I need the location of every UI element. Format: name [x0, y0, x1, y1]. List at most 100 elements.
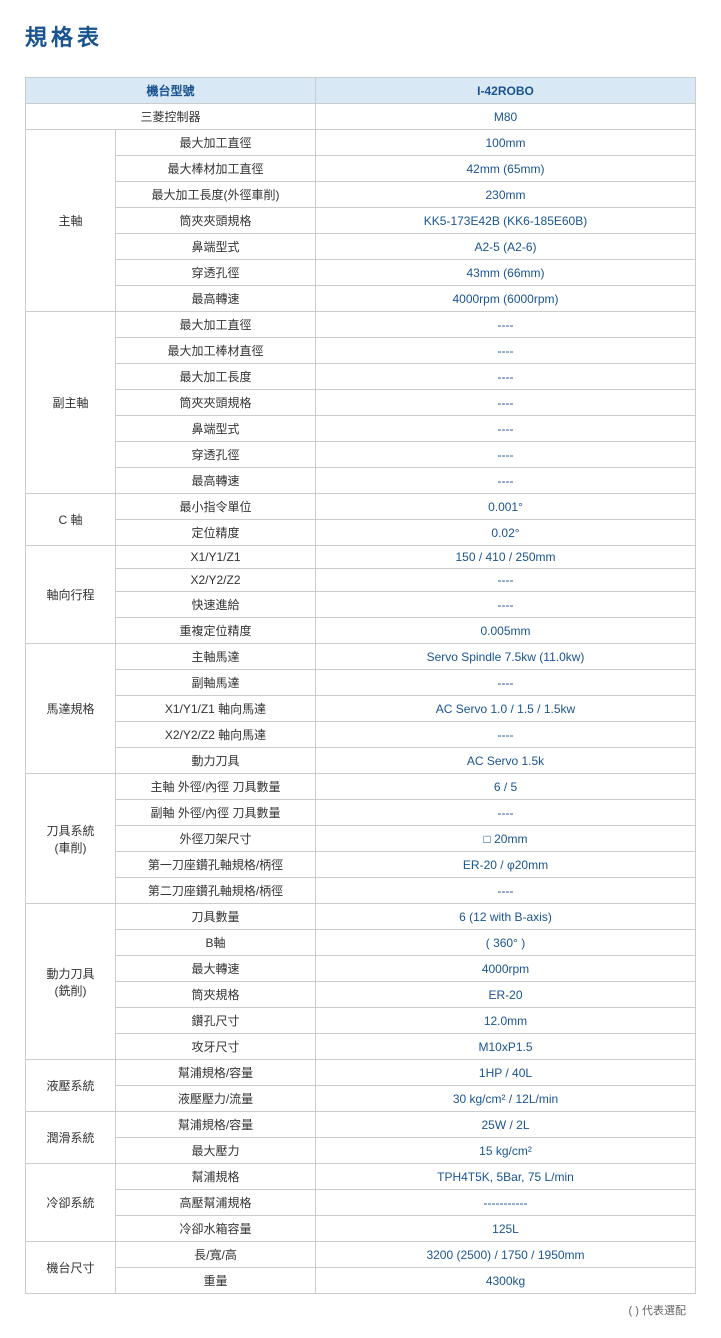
table-row: 鼻端型式A2-5 (A2-6)	[26, 234, 696, 260]
param-cell: 刀具數量	[116, 904, 316, 930]
param-cell: 最大加工長度(外徑車削)	[116, 182, 316, 208]
value-cell: 100mm	[316, 130, 696, 156]
param-cell: 副軸 外徑/內徑 刀具數量	[116, 800, 316, 826]
value-cell: M10xP1.5	[316, 1034, 696, 1060]
page-title: 規格表	[25, 20, 696, 52]
category-cell: C 軸	[26, 494, 116, 546]
param-cell: 幫浦規格/容量	[116, 1112, 316, 1138]
table-row: 筒夾規格ER-20	[26, 982, 696, 1008]
param-cell: 重複定位精度	[116, 618, 316, 644]
value-cell: 15 kg/cm²	[316, 1138, 696, 1164]
table-row: 定位精度0.02°	[26, 520, 696, 546]
table-row: 穿透孔徑43mm (66mm)	[26, 260, 696, 286]
table-row: 副主軸最大加工直徑----	[26, 312, 696, 338]
param-cell: 筒夾規格	[116, 982, 316, 1008]
param-cell: 定位精度	[116, 520, 316, 546]
param-cell: 幫浦規格	[116, 1164, 316, 1190]
table-row: 潤滑系統幫浦規格/容量25W / 2L	[26, 1112, 696, 1138]
value-cell: -----------	[316, 1190, 696, 1216]
category-cell: 軸向行程	[26, 546, 116, 644]
param-cell: 外徑刀架尺寸	[116, 826, 316, 852]
table-row: 主軸最大加工直徑100mm	[26, 130, 696, 156]
category-cell: 副主軸	[26, 312, 116, 494]
controller-label: 三菱控制器	[26, 104, 316, 130]
value-cell: AC Servo 1.5k	[316, 748, 696, 774]
table-row: 最大壓力15 kg/cm²	[26, 1138, 696, 1164]
param-cell: X1/Y1/Z1	[116, 546, 316, 569]
param-cell: 高壓幫浦規格	[116, 1190, 316, 1216]
table-row: 動力刀具AC Servo 1.5k	[26, 748, 696, 774]
value-cell: TPH4T5K, 5Bar, 75 L/min	[316, 1164, 696, 1190]
param-cell: 主軸 外徑/內徑 刀具數量	[116, 774, 316, 800]
param-cell: 最大加工直徑	[116, 130, 316, 156]
value-cell: ----	[316, 312, 696, 338]
value-cell: ----	[316, 569, 696, 592]
value-cell: 42mm (65mm)	[316, 156, 696, 182]
category-cell: 液壓系統	[26, 1060, 116, 1112]
table-row: 鑽孔尺寸12.0mm	[26, 1008, 696, 1034]
table-row: 第二刀座鑽孔軸規格/柄徑----	[26, 878, 696, 904]
param-cell: 第二刀座鑽孔軸規格/柄徑	[116, 878, 316, 904]
table-row: B軸( 360° )	[26, 930, 696, 956]
table-row: X2/Y2/Z2----	[26, 569, 696, 592]
param-cell: 鼻端型式	[116, 234, 316, 260]
value-cell: 4000rpm	[316, 956, 696, 982]
value-cell: 230mm	[316, 182, 696, 208]
value-cell: ( 360° )	[316, 930, 696, 956]
param-cell: 第一刀座鑽孔軸規格/柄徑	[116, 852, 316, 878]
value-cell: 0.005mm	[316, 618, 696, 644]
value-cell: ----	[316, 878, 696, 904]
table-row: 筒夾夾頭規格KK5-173E42B (KK6-185E60B)	[26, 208, 696, 234]
param-cell: B軸	[116, 930, 316, 956]
value-cell: ----	[316, 670, 696, 696]
table-row: 冷卻系統幫浦規格TPH4T5K, 5Bar, 75 L/min	[26, 1164, 696, 1190]
table-row: 刀具系統(車削)主軸 外徑/內徑 刀具數量6 / 5	[26, 774, 696, 800]
table-row: 最大加工長度----	[26, 364, 696, 390]
value-cell: ----	[316, 468, 696, 494]
table-row: X2/Y2/Z2 軸向馬達----	[26, 722, 696, 748]
category-cell: 冷卻系統	[26, 1164, 116, 1242]
param-cell: 穿透孔徑	[116, 260, 316, 286]
table-row: 鼻端型式----	[26, 416, 696, 442]
table-row: X1/Y1/Z1 軸向馬達AC Servo 1.0 / 1.5 / 1.5kw	[26, 696, 696, 722]
value-cell: 43mm (66mm)	[316, 260, 696, 286]
table-row: 最大加工棒材直徑----	[26, 338, 696, 364]
value-cell: ----	[316, 364, 696, 390]
value-cell: KK5-173E42B (KK6-185E60B)	[316, 208, 696, 234]
value-cell: ----	[316, 592, 696, 618]
table-row: 液壓系統幫浦規格/容量1HP / 40L	[26, 1060, 696, 1086]
table-row: 軸向行程X1/Y1/Z1150 / 410 / 250mm	[26, 546, 696, 569]
footnote: ( ) 代表選配	[25, 1302, 696, 1318]
table-row: 最高轉速----	[26, 468, 696, 494]
param-cell: 副軸馬達	[116, 670, 316, 696]
value-cell: ----	[316, 442, 696, 468]
model-label: 機台型號	[26, 78, 316, 104]
value-cell: ----	[316, 722, 696, 748]
param-cell: 幫浦規格/容量	[116, 1060, 316, 1086]
value-cell: 4300kg	[316, 1268, 696, 1294]
value-cell: AC Servo 1.0 / 1.5 / 1.5kw	[316, 696, 696, 722]
value-cell: 0.02°	[316, 520, 696, 546]
table-row: 第一刀座鑽孔軸規格/柄徑ER-20 / φ20mm	[26, 852, 696, 878]
param-cell: 最高轉速	[116, 468, 316, 494]
model-value: I-42ROBO	[316, 78, 696, 104]
param-cell: 液壓壓力/流量	[116, 1086, 316, 1112]
param-cell: 最小指令單位	[116, 494, 316, 520]
param-cell: 最大棒材加工直徑	[116, 156, 316, 182]
category-cell: 機台尺寸	[26, 1242, 116, 1294]
table-row: 最大加工長度(外徑車削)230mm	[26, 182, 696, 208]
param-cell: 鑽孔尺寸	[116, 1008, 316, 1034]
value-cell: 125L	[316, 1216, 696, 1242]
value-cell: ER-20 / φ20mm	[316, 852, 696, 878]
table-row: 副軸馬達----	[26, 670, 696, 696]
param-cell: 筒夾夾頭規格	[116, 208, 316, 234]
param-cell: 最大加工長度	[116, 364, 316, 390]
value-cell: Servo Spindle 7.5kw (11.0kw)	[316, 644, 696, 670]
category-cell: 潤滑系統	[26, 1112, 116, 1164]
value-cell: 30 kg/cm² / 12L/min	[316, 1086, 696, 1112]
category-cell: 動力刀具(銑削)	[26, 904, 116, 1060]
param-cell: 鼻端型式	[116, 416, 316, 442]
table-row: 動力刀具(銑削)刀具數量6 (12 with B-axis)	[26, 904, 696, 930]
param-cell: 最大加工直徑	[116, 312, 316, 338]
value-cell: 150 / 410 / 250mm	[316, 546, 696, 569]
